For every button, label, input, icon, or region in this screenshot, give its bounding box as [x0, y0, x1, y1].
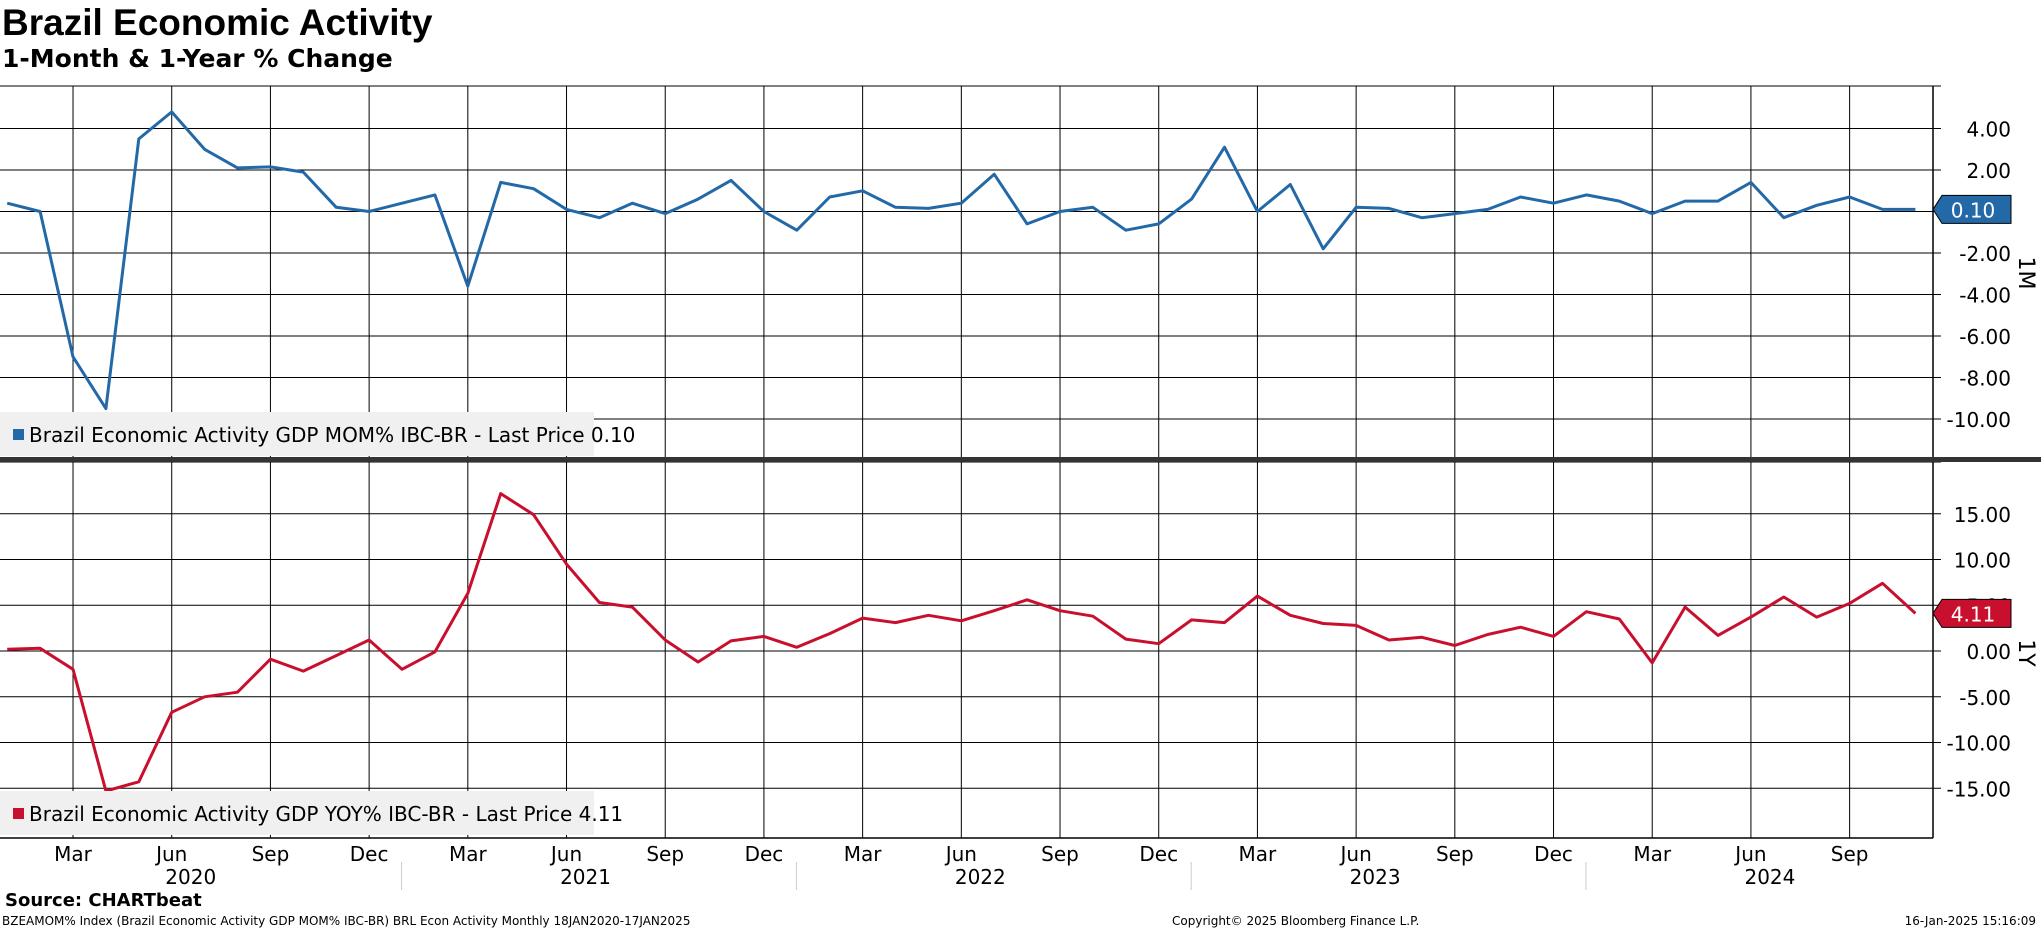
- y-tick-label: -4.00: [1959, 284, 2011, 308]
- x-tick-label-month: Dec: [1139, 842, 1178, 866]
- x-tick-label-year: 2024: [1744, 865, 1795, 889]
- panel-label: 1M: [2013, 257, 2038, 290]
- x-tick-label-month: Sep: [1041, 842, 1079, 866]
- chart-subtitle: 1-Month & 1-Year % Change: [2, 44, 393, 73]
- y-tick-label: -15.00: [1947, 777, 2011, 801]
- last-price-tag: [1932, 194, 2012, 224]
- legend-swatch: [13, 808, 24, 819]
- x-tick-label-month: Mar: [1239, 842, 1278, 866]
- last-price-label: 0.10: [1951, 198, 1996, 222]
- x-tick-label-month: Sep: [1436, 842, 1474, 866]
- last-price-label: 4.11: [1951, 602, 1996, 626]
- y-tick-label: -10.00: [1947, 732, 2011, 756]
- chart-area: 4.00 2.00 -2.00 -4.00 -6.00 -8.00 -10.00 Brazil…: [0, 85, 2041, 890]
- y-tick-label: 2.00: [1966, 159, 2011, 183]
- series-line-yoy: [7, 492, 1917, 793]
- legend-label: Brazil Economic Activity GDP MOM% IBC-BR…: [29, 423, 635, 447]
- chart-title: Brazil Economic Activity: [2, 2, 433, 43]
- legend-label: Brazil Economic Activity GDP YOY% IBC-BR…: [29, 802, 623, 826]
- ticker-info: BZEAMOM% Index (Brazil Economic Activity…: [2, 914, 691, 928]
- x-tick-label-month: Jun: [154, 842, 187, 866]
- x-tick-label-month: Jun: [1339, 842, 1372, 866]
- x-tick-label-month: Dec: [350, 842, 389, 866]
- series-line-mom: [6, 110, 1916, 411]
- y-tick-label: -6.00: [1959, 325, 2011, 349]
- x-tick-label-month: Dec: [1534, 842, 1573, 866]
- x-tick-label-year: 2021: [560, 865, 611, 889]
- y-tick-label: 10.00: [1954, 549, 2011, 573]
- y-tick-label: -8.00: [1959, 367, 2011, 391]
- y-tick-label: 0.00: [1966, 640, 2011, 664]
- x-tick-label-month: Jun: [549, 842, 582, 866]
- x-tick-label-month: Sep: [1831, 842, 1869, 866]
- x-tick-label-month: Jun: [1733, 842, 1766, 866]
- y-tick-label: -2.00: [1959, 242, 2011, 266]
- legend-box: [0, 791, 594, 835]
- source-note: Source: CHARTbeat: [5, 890, 202, 911]
- x-tick-label-year: 2023: [1350, 865, 1401, 889]
- panel-separator: [0, 457, 2041, 462]
- x-tick-label-month: Dec: [745, 842, 784, 866]
- timestamp: 16-Jan-2025 15:16:09: [1904, 914, 2036, 928]
- last-price-tag: [1932, 598, 2012, 628]
- x-tick-label-month: Sep: [252, 842, 290, 866]
- y-tick-label: -10.00: [1947, 408, 2011, 432]
- x-tick-label-month: Mar: [844, 842, 883, 866]
- x-tick-label-month: Mar: [449, 842, 488, 866]
- x-tick-label-year: 2020: [165, 865, 216, 889]
- copyright-note: Copyright© 2025 Bloomberg Finance L.P.: [1172, 914, 1420, 928]
- x-tick-label-month: Jun: [944, 842, 977, 866]
- x-tick-label-month: Mar: [54, 842, 93, 866]
- x-tick-label-year: 2022: [955, 865, 1006, 889]
- y-tick-label: 4.00: [1966, 118, 2011, 142]
- panel-label: 1Y: [2013, 639, 2038, 667]
- legend-swatch: [13, 429, 24, 440]
- legend-box: [0, 412, 594, 456]
- x-tick-label-month: Mar: [1633, 842, 1672, 866]
- y-tick-label: 15.00: [1954, 503, 2011, 527]
- y-tick-label: -5.00: [1959, 686, 2011, 710]
- x-tick-label-month: Sep: [646, 842, 684, 866]
